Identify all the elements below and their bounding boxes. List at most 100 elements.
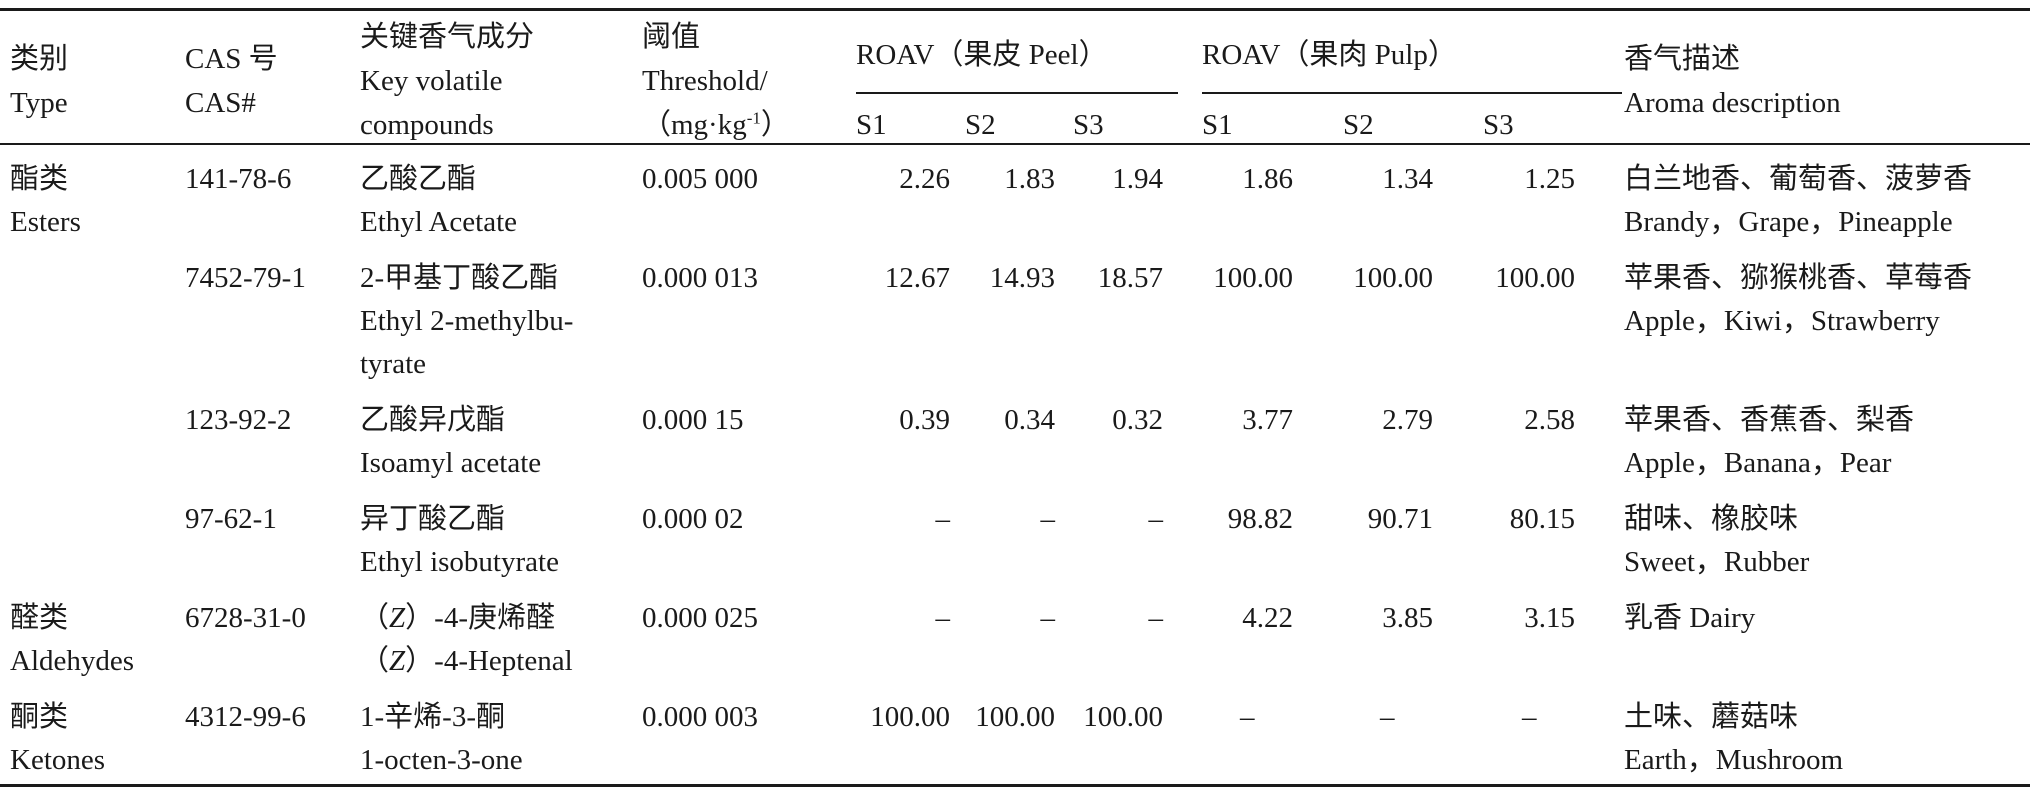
row-pulp-s2: 100.00 bbox=[1353, 262, 1433, 294]
row-compound-en: Ethyl Acetate bbox=[360, 206, 518, 238]
header-pulp-s3: S3 bbox=[1483, 109, 1514, 141]
header-threshold-unit: （mg·kg-1） bbox=[642, 108, 790, 141]
row-threshold: 0.000 02 bbox=[642, 503, 744, 535]
row-cas: 7452-79-1 bbox=[185, 262, 306, 294]
peel-group-rule bbox=[856, 92, 1178, 94]
row-pulp-s3: 1.25 bbox=[1524, 163, 1575, 195]
header-peel-s1: S1 bbox=[856, 109, 887, 141]
row-pulp-s1: 4.22 bbox=[1242, 602, 1293, 634]
row-peel-s1: 12.67 bbox=[884, 262, 950, 294]
row-aroma-cn: 苹果香、香蕉香、梨香 bbox=[1624, 404, 1915, 436]
header-compound-en-1: Key volatile bbox=[360, 65, 503, 97]
row-cas: 6728-31-0 bbox=[185, 602, 306, 634]
row-cas: 97-62-1 bbox=[185, 503, 277, 535]
row-peel-s2: – bbox=[1040, 602, 1056, 634]
row-compound-en: Ethyl isobutyrate bbox=[360, 546, 559, 578]
row-pulp-s1: 1.86 bbox=[1242, 163, 1293, 195]
row-pulp-s2: – bbox=[1380, 701, 1395, 733]
header-bottom-rule bbox=[0, 143, 2030, 145]
header-threshold-en: Threshold/ bbox=[642, 65, 768, 97]
row-compound-en: （Z）-4-Heptenal bbox=[360, 645, 573, 677]
header-threshold-cn: 阈值 bbox=[642, 21, 701, 53]
row-pulp-s3: 80.15 bbox=[1509, 503, 1575, 535]
row-aroma-en: Earth，Mushroom bbox=[1624, 744, 1844, 776]
row-cas: 123-92-2 bbox=[185, 404, 292, 436]
row-threshold: 0.000 15 bbox=[642, 404, 744, 436]
header-cas-en: CAS# bbox=[185, 87, 256, 119]
row-pulp-s3: 100.00 bbox=[1495, 262, 1575, 294]
row-compound-cn: 2-甲基丁酸乙酯 bbox=[360, 262, 559, 294]
row-peel-s1: 100.00 bbox=[870, 701, 950, 733]
row-pulp-s2: 3.85 bbox=[1382, 602, 1433, 634]
row-peel-s3: – bbox=[1148, 602, 1164, 634]
row-aroma-cn: 土味、蘑菇味 bbox=[1624, 701, 1799, 733]
row-type-en: Esters bbox=[10, 206, 81, 238]
row-type-cn: 酮类 bbox=[10, 701, 69, 733]
row-aroma-en: Apple，Kiwi，Strawberry bbox=[1624, 305, 1940, 337]
row-aroma-en: Apple，Banana，Pear bbox=[1624, 447, 1892, 479]
row-compound-cn: 乙酸乙酯 bbox=[360, 163, 477, 195]
row-compound-en: Ethyl 2-methylbu- bbox=[360, 305, 574, 337]
row-compound-en: 1-octen-3-one bbox=[360, 744, 523, 776]
row-compound-en-cont: tyrate bbox=[360, 348, 427, 380]
row-peel-s1: – bbox=[935, 503, 951, 535]
row-type-en: Aldehydes bbox=[10, 645, 135, 677]
row-pulp-s3: – bbox=[1522, 701, 1537, 733]
header-type-en: Type bbox=[10, 87, 68, 119]
header-pulp-s1: S1 bbox=[1202, 109, 1233, 141]
row-type-cn: 酯类 bbox=[10, 163, 69, 195]
row-peel-s3: 0.32 bbox=[1112, 404, 1163, 436]
row-aroma-cn: 乳香 Dairy bbox=[1624, 602, 1756, 634]
header-pulp-s2: S2 bbox=[1343, 109, 1374, 141]
row-pulp-s2: 90.71 bbox=[1367, 503, 1433, 535]
row-type-cn: 醛类 bbox=[10, 602, 69, 634]
row-pulp-s1: – bbox=[1240, 701, 1255, 733]
row-peel-s2: – bbox=[1040, 503, 1056, 535]
header-aroma-en: Aroma description bbox=[1624, 87, 1841, 119]
row-pulp-s1: 100.00 bbox=[1213, 262, 1293, 294]
row-peel-s2: 0.34 bbox=[1004, 404, 1055, 436]
row-threshold: 0.000 025 bbox=[642, 602, 758, 634]
row-compound-en: Isoamyl acetate bbox=[360, 447, 542, 479]
header-peel-s2: S2 bbox=[965, 109, 996, 141]
row-compound-cn: （Z）-4-庚烯醛 bbox=[360, 602, 555, 634]
row-cas: 141-78-6 bbox=[185, 163, 292, 195]
row-pulp-s1: 98.82 bbox=[1227, 503, 1293, 535]
row-peel-s3: 18.57 bbox=[1097, 262, 1163, 294]
header-peel-s3: S3 bbox=[1073, 109, 1104, 141]
row-aroma-cn: 甜味、橡胶味 bbox=[1624, 503, 1799, 535]
row-pulp-s1: 3.77 bbox=[1242, 404, 1293, 436]
header-type-cn: 类别 bbox=[10, 43, 69, 75]
header-compound-en-2: compounds bbox=[360, 109, 494, 141]
row-aroma-cn: 苹果香、猕猴桃香、草莓香 bbox=[1624, 262, 1973, 294]
header-cas-cn: CAS 号 bbox=[185, 43, 278, 75]
row-peel-s3: 100.00 bbox=[1083, 701, 1163, 733]
row-compound-cn: 乙酸异戊酯 bbox=[360, 404, 506, 436]
header-aroma-cn: 香气描述 bbox=[1624, 43, 1741, 75]
row-aroma-en: Sweet，Rubber bbox=[1624, 546, 1810, 578]
row-pulp-s3: 2.58 bbox=[1524, 404, 1575, 436]
row-pulp-s3: 3.15 bbox=[1524, 602, 1575, 634]
row-peel-s2: 14.93 bbox=[989, 262, 1055, 294]
row-pulp-s2: 2.79 bbox=[1382, 404, 1433, 436]
row-threshold: 0.000 003 bbox=[642, 701, 758, 733]
table-top-rule bbox=[0, 8, 2030, 11]
row-pulp-s2: 1.34 bbox=[1382, 163, 1433, 195]
pulp-group-rule bbox=[1202, 92, 1622, 94]
row-compound-cn: 1-辛烯-3-酮 bbox=[360, 701, 505, 733]
row-peel-s3: 1.94 bbox=[1112, 163, 1163, 195]
row-type-en: Ketones bbox=[10, 744, 106, 776]
row-peel-s3: – bbox=[1148, 503, 1164, 535]
row-peel-s1: 2.26 bbox=[899, 163, 950, 195]
row-aroma-en: Brandy，Grape，Pineapple bbox=[1624, 206, 1953, 238]
row-cas: 4312-99-6 bbox=[185, 701, 306, 733]
row-peel-s2: 1.83 bbox=[1004, 163, 1055, 195]
row-compound-cn: 异丁酸乙酯 bbox=[360, 503, 506, 535]
row-peel-s1: 0.39 bbox=[899, 404, 950, 436]
table-bottom-rule bbox=[0, 784, 2030, 787]
row-aroma-cn: 白兰地香、葡萄香、菠萝香 bbox=[1624, 163, 1973, 195]
row-peel-s2: 100.00 bbox=[975, 701, 1055, 733]
header-roav-peel: ROAV（果皮 Peel） bbox=[856, 39, 1108, 71]
row-threshold: 0.000 013 bbox=[642, 262, 758, 294]
